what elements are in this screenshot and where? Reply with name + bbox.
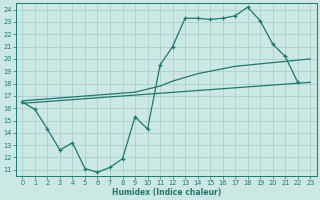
X-axis label: Humidex (Indice chaleur): Humidex (Indice chaleur): [112, 188, 221, 197]
